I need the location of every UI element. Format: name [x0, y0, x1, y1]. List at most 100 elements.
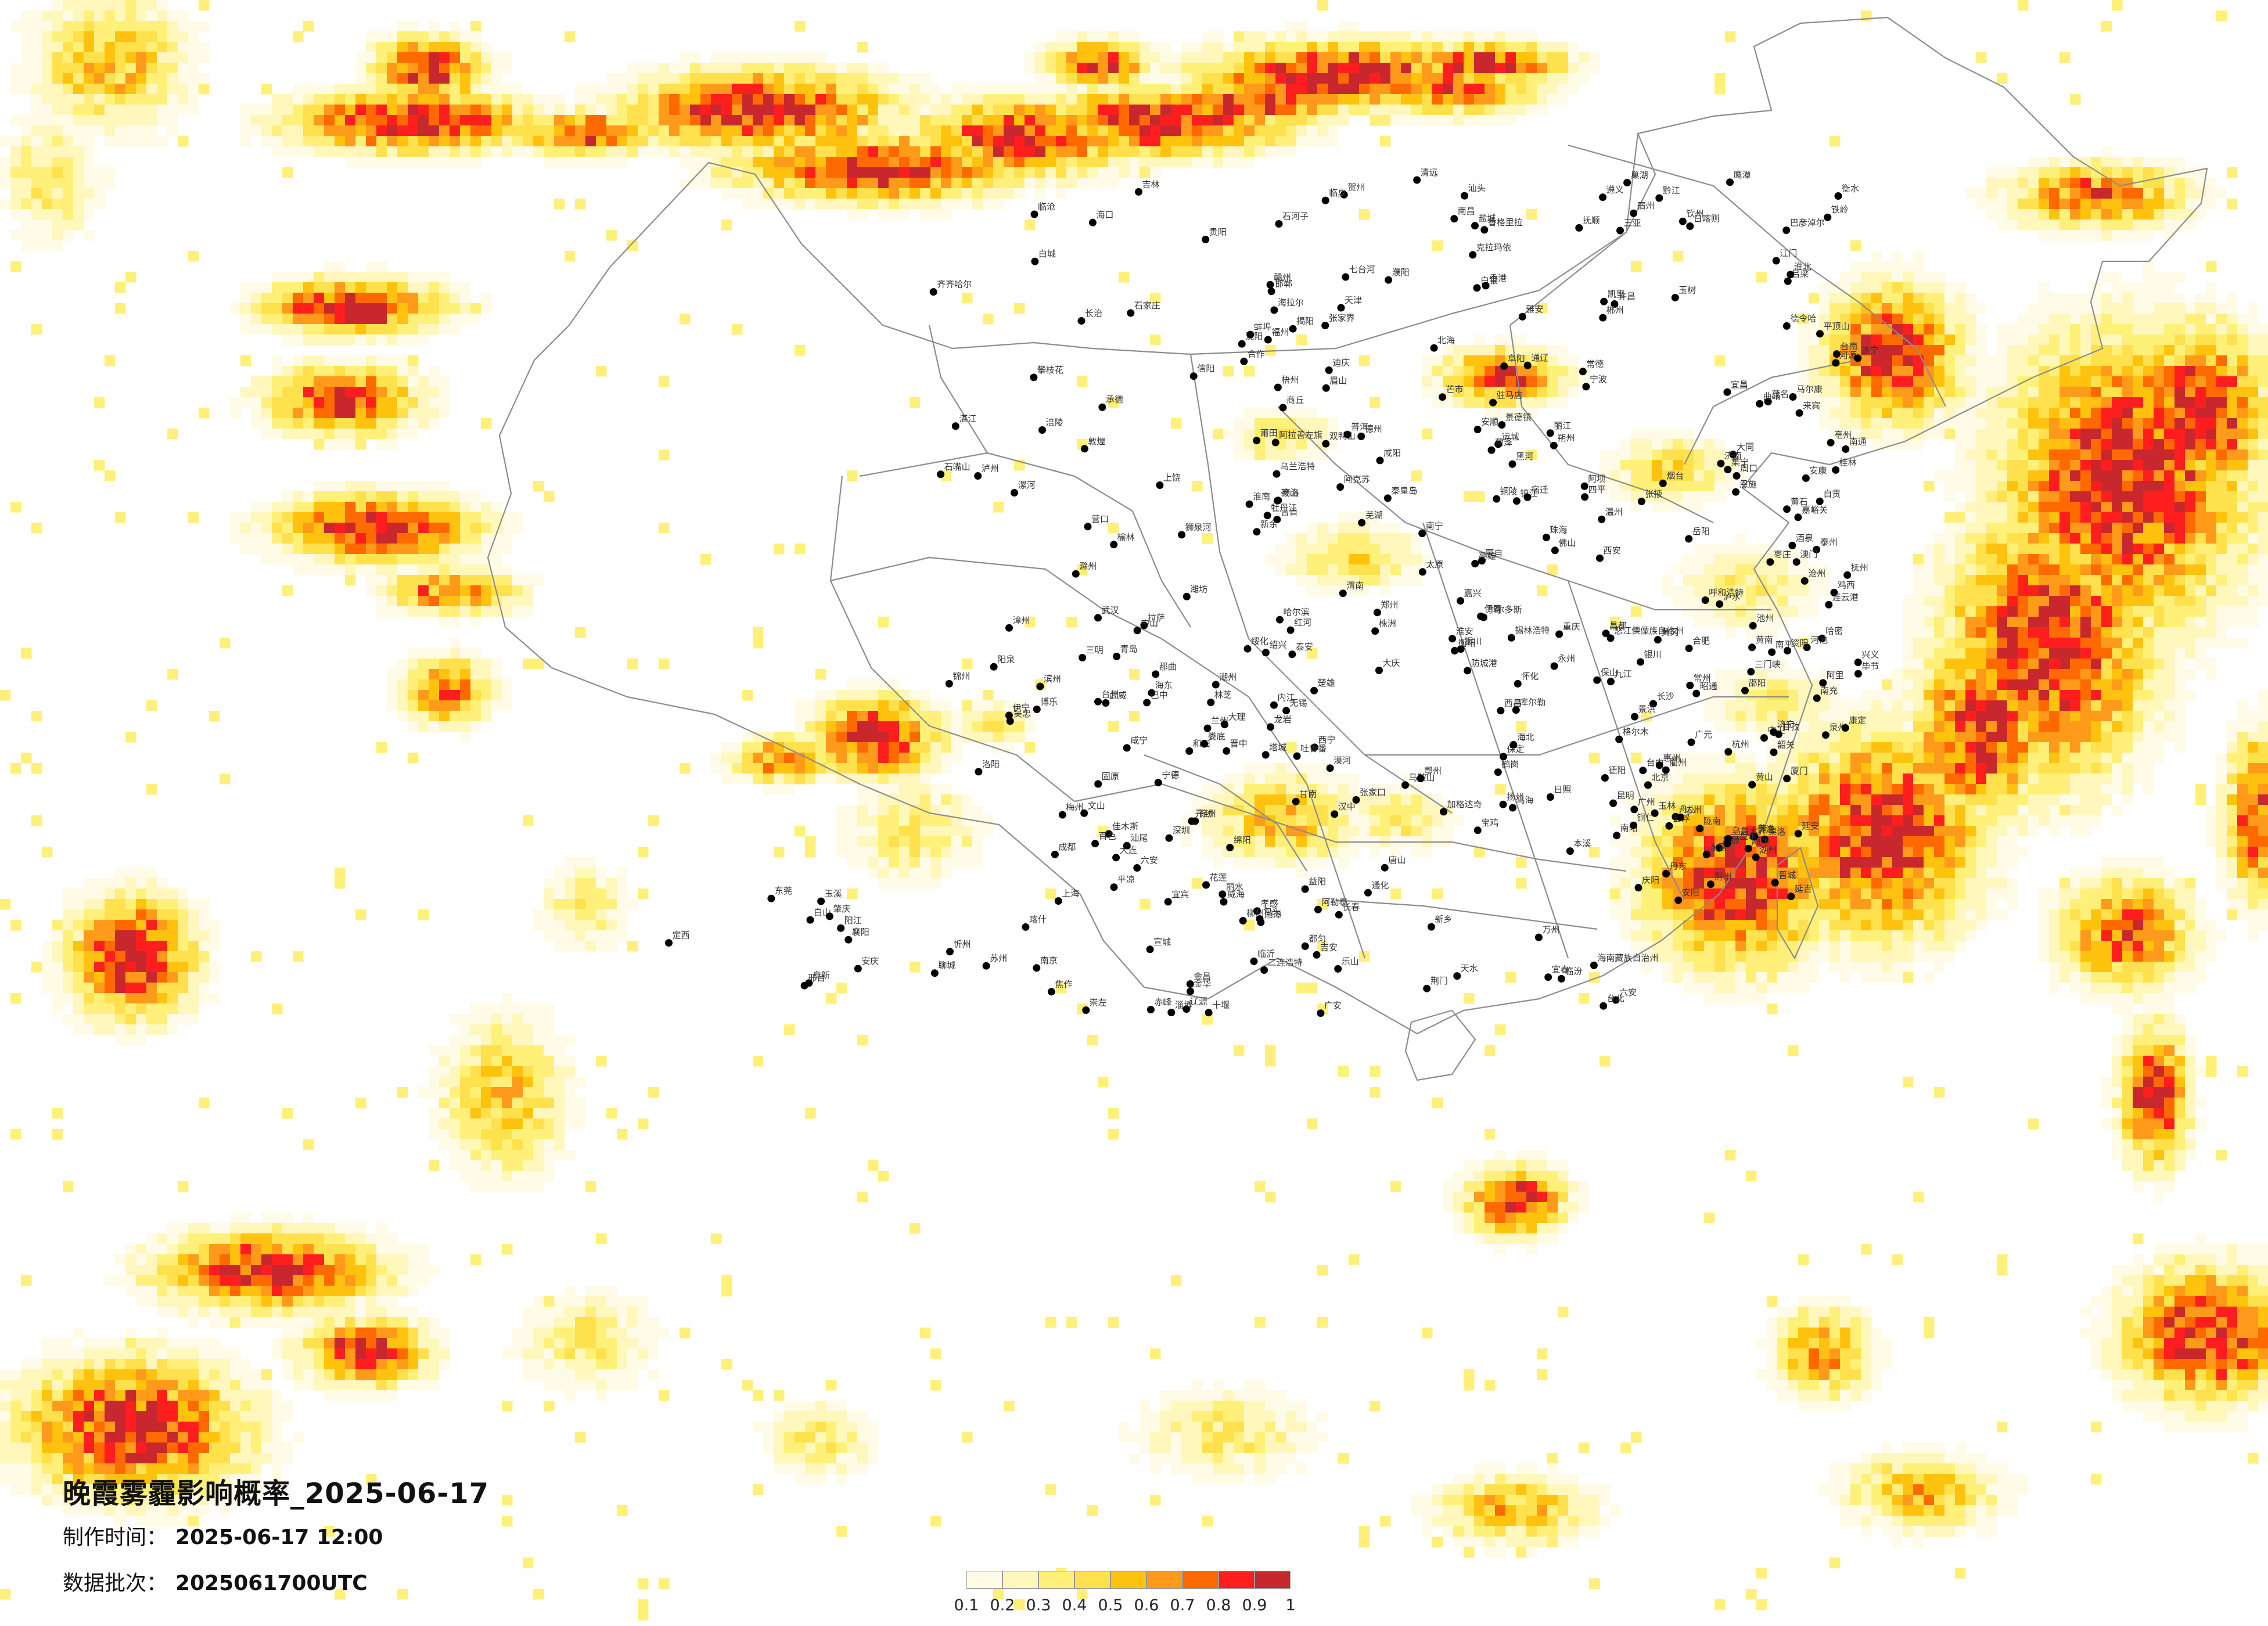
haze-cell — [930, 199, 941, 210]
haze-cell — [1516, 31, 1527, 42]
haze-cell — [2174, 324, 2186, 335]
haze-cell — [2133, 334, 2144, 346]
haze-cell — [470, 711, 481, 722]
haze-cell — [376, 282, 387, 293]
haze-cell — [376, 585, 387, 596]
haze-cell — [1485, 63, 1496, 74]
haze-cell — [1673, 439, 1684, 450]
haze-cell — [2039, 397, 2050, 408]
haze-cell — [972, 115, 983, 126]
haze-cell — [1788, 679, 1799, 690]
haze-cell — [1045, 115, 1056, 126]
haze-cell — [2143, 533, 2154, 544]
haze-cell — [2028, 711, 2039, 722]
haze-cell — [2091, 606, 2102, 617]
haze-cell — [2143, 376, 2154, 387]
haze-cell — [2091, 491, 2102, 502]
haze-cell — [345, 334, 356, 346]
haze-cell — [1955, 481, 1966, 492]
haze-cell — [1464, 84, 1475, 95]
haze-cell — [1976, 199, 1987, 210]
haze-cell — [2112, 324, 2123, 335]
haze-cell — [470, 523, 481, 534]
haze-cell — [2039, 178, 2050, 189]
haze-cell — [1662, 575, 1673, 586]
haze-cell — [261, 105, 272, 116]
haze-cell — [700, 63, 711, 74]
haze-cell — [1997, 199, 2008, 210]
haze-cell — [2049, 700, 2060, 711]
haze-cell — [1986, 721, 1997, 732]
haze-cell — [1955, 397, 1966, 408]
haze-cell — [366, 261, 377, 272]
haze-cell — [2070, 544, 2081, 555]
haze-cell — [2143, 282, 2154, 293]
haze-cell — [1882, 690, 1893, 701]
haze-cell — [1798, 742, 1809, 753]
haze-cell — [1871, 418, 1882, 429]
haze-cell — [1735, 544, 1746, 555]
haze-cell — [2080, 585, 2091, 596]
haze-cell — [1756, 585, 1767, 596]
haze-cell — [418, 544, 429, 555]
haze-cell — [1202, 125, 1213, 136]
haze-cell — [1087, 31, 1098, 42]
haze-cell — [105, 42, 116, 53]
haze-cell — [230, 408, 241, 419]
haze-cell — [2195, 470, 2206, 481]
haze-cell — [31, 157, 42, 168]
haze-cell — [282, 585, 293, 596]
haze-cell — [1913, 700, 1924, 711]
haze-cell — [1986, 199, 1997, 210]
haze-cell — [355, 63, 366, 74]
haze-cell — [429, 585, 440, 596]
haze-cell — [1631, 449, 1642, 461]
haze-cell — [1077, 125, 1088, 136]
haze-cell — [1558, 42, 1569, 53]
haze-cell — [1997, 470, 2008, 481]
haze-cell — [481, 42, 492, 53]
haze-cell — [2091, 220, 2102, 231]
haze-cell — [188, 105, 199, 116]
haze-cell — [1317, 554, 1328, 565]
haze-cell — [1317, 418, 1328, 429]
haze-cell — [763, 157, 774, 168]
haze-cell — [1861, 721, 1872, 732]
haze-cell — [1432, 355, 1443, 366]
haze-cell — [481, 146, 492, 157]
haze-cell — [2070, 366, 2081, 377]
haze-cell — [272, 418, 283, 429]
haze-cell — [2248, 617, 2259, 628]
haze-cell — [2059, 188, 2071, 199]
haze-cell — [1432, 73, 1443, 84]
haze-cell — [481, 544, 492, 555]
haze-cell — [460, 502, 471, 513]
haze-cell — [512, 596, 523, 607]
haze-cell — [847, 679, 858, 690]
haze-cell — [962, 94, 973, 105]
haze-cell — [345, 387, 356, 398]
haze-cell — [2154, 564, 2165, 575]
haze-cell — [680, 63, 691, 74]
haze-cell — [1809, 293, 1820, 304]
haze-cell — [920, 115, 931, 126]
haze-cell — [1432, 366, 1443, 377]
haze-cell — [2059, 345, 2071, 356]
haze-cell — [115, 21, 126, 32]
haze-cell — [2080, 324, 2091, 335]
haze-cell — [2185, 512, 2196, 523]
haze-cell — [1924, 355, 1935, 366]
haze-cell — [366, 512, 377, 523]
haze-cell — [73, 199, 84, 210]
haze-cell — [1370, 523, 1381, 534]
haze-cell — [2143, 199, 2154, 210]
haze-cell — [1903, 408, 1914, 419]
haze-cell — [1296, 21, 1307, 32]
haze-cell — [2174, 679, 2186, 690]
haze-cell — [2237, 334, 2248, 346]
haze-cell — [1505, 387, 1516, 398]
haze-cell — [2059, 199, 2071, 210]
haze-cell — [1077, 376, 1088, 387]
haze-cell — [2039, 334, 2050, 346]
haze-cell — [408, 523, 419, 534]
